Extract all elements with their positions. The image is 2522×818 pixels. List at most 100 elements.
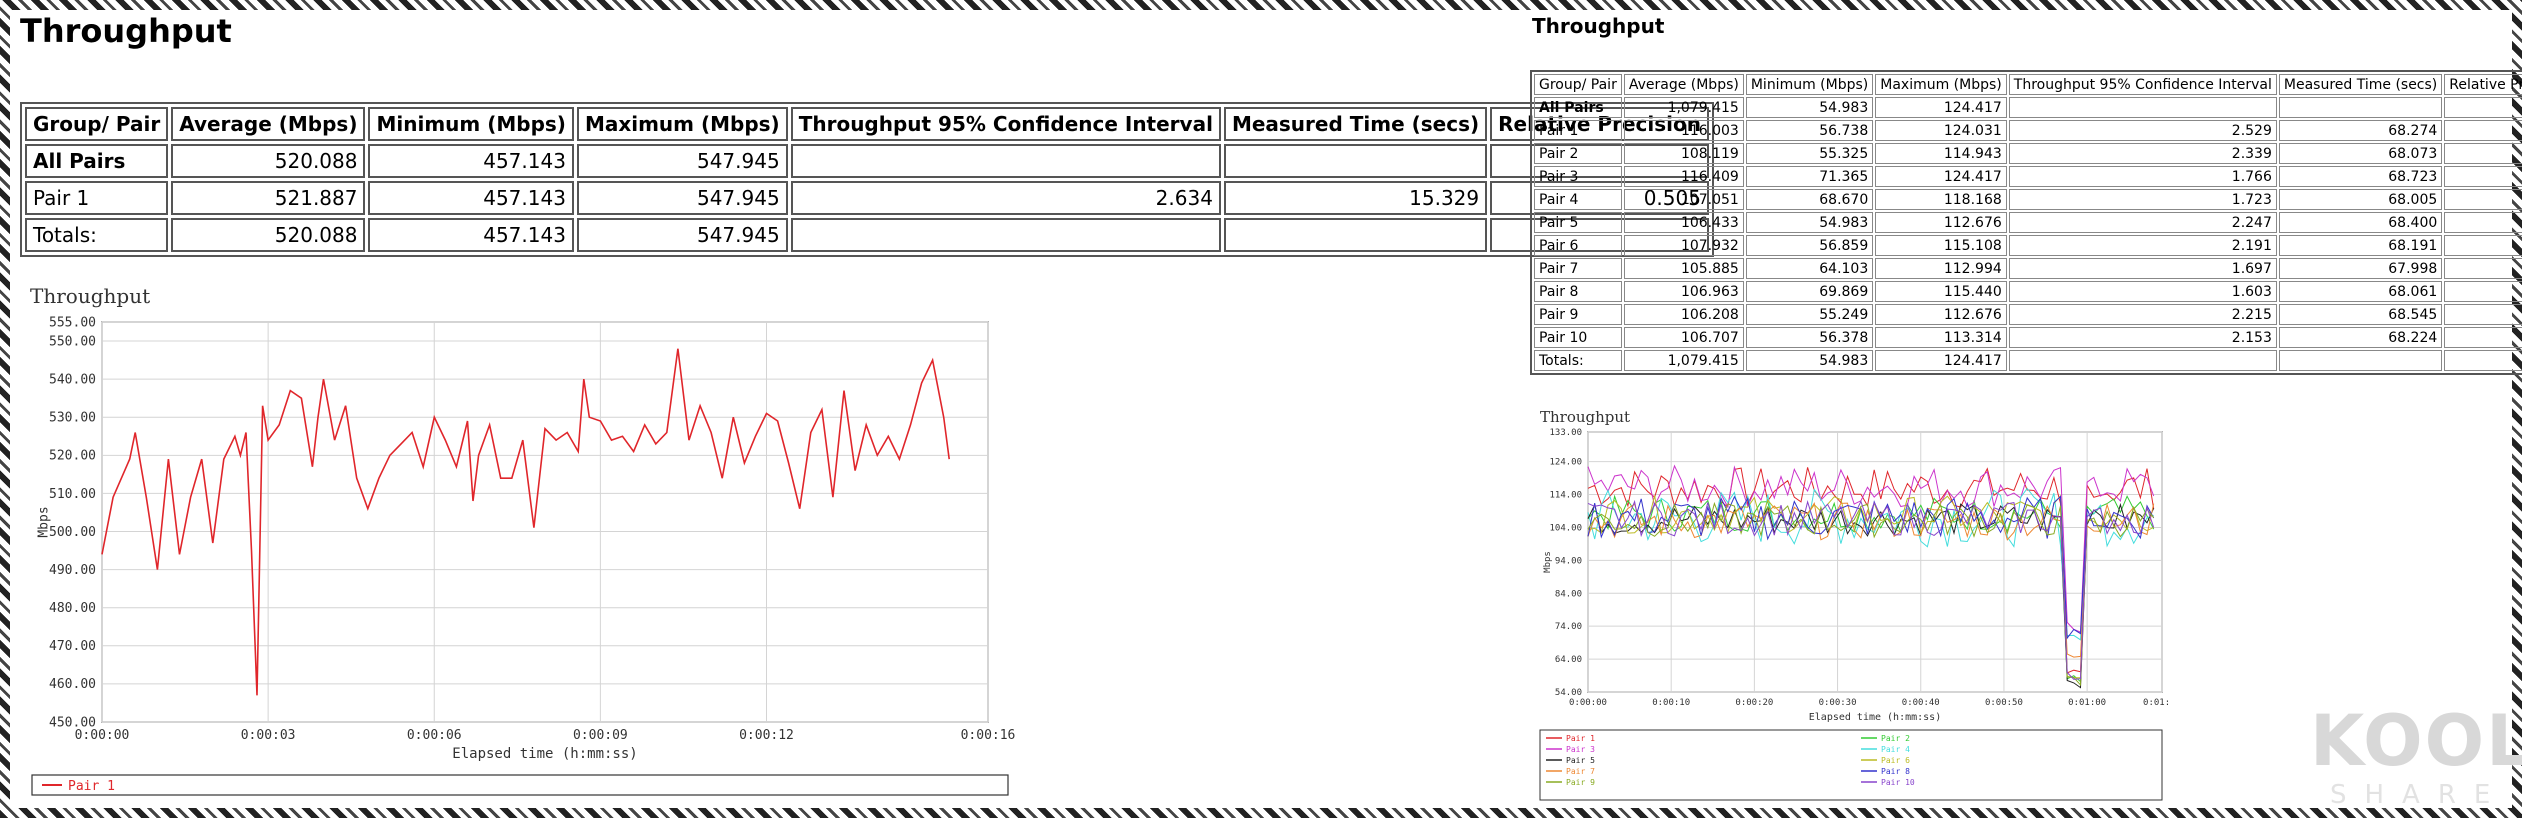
table-cell: 108.119	[1623, 143, 1744, 164]
row-label: Pair 1	[25, 181, 169, 215]
table-cell: 1.603	[2008, 281, 2277, 302]
table-cell: 71.365	[1745, 166, 1874, 187]
table-cell: 520.088	[171, 218, 366, 252]
table-cell: 2.529	[2008, 120, 2277, 141]
table-cell: 68.274	[2278, 120, 2443, 141]
column-header: Average (Mbps)	[1623, 74, 1744, 95]
table-cell: 68.224	[2278, 327, 2443, 348]
table-cell: 54.983	[1745, 97, 1874, 118]
table-cell: 54.983	[1745, 212, 1874, 233]
x-tick-label: 0:00:50	[1985, 698, 2023, 708]
table-cell: 55.249	[1745, 304, 1874, 325]
table-cell: 1.723	[2008, 189, 2277, 210]
legend-label: Pair 8	[1881, 767, 1910, 776]
y-tick-label: 500.00	[49, 525, 96, 540]
table-row: All Pairs 1,079.415 54.983 124.417	[1534, 97, 2522, 118]
column-header: Throughput 95% Confidence Interval	[2008, 74, 2277, 95]
y-tick-label: 540.00	[49, 372, 96, 387]
table-cell: 105.885	[1623, 258, 1744, 279]
row-label: Pair 6	[1534, 235, 1622, 256]
table-cell: 115.440	[1875, 281, 2007, 302]
table-cell: 15.329	[1223, 181, 1488, 215]
legend-label: Pair 1	[68, 779, 115, 794]
table-cell: 547.945	[576, 144, 788, 178]
x-tick-label: 0:01:09	[2143, 698, 2170, 708]
table-row: Pair 9106.20855.249112.6762.21568.5452.0…	[1534, 304, 2522, 325]
table-cell: 69.869	[1745, 281, 1874, 302]
table-cell: 68.670	[1745, 189, 1874, 210]
column-header: Group/ Pair	[1534, 74, 1622, 95]
table-cell	[2278, 350, 2443, 371]
x-tick-label: 0:01:00	[2068, 698, 2106, 708]
row-label: Pair 4	[1534, 189, 1622, 210]
y-tick-label: 550.00	[49, 334, 96, 349]
throughput-line-chart: 450.00 460.00 470.00 480.00 490.00 500.00 510.…	[31, 315, 1016, 796]
table-cell: 2.247	[2008, 212, 2277, 233]
column-header: Relative Precision	[2444, 74, 2522, 95]
row-label: Pair 7	[1534, 258, 1622, 279]
row-label: Pair 8	[1534, 281, 1622, 302]
table-cell: 1.610	[2444, 189, 2522, 210]
table-cell: 1,079.415	[1623, 350, 1744, 371]
y-tick-label: 510.00	[49, 487, 96, 502]
table-row: Pair 7105.88564.103112.9941.69767.9981.6…	[1534, 258, 2522, 279]
table-cell: 2.634	[790, 181, 1221, 215]
y-tick-label: 84.00	[1555, 589, 1582, 599]
table-cell: 521.887	[171, 181, 366, 215]
table-cell	[1223, 144, 1488, 178]
x-tick-label: 0:00:03	[241, 728, 296, 743]
column-header: Average (Mbps)	[171, 107, 366, 141]
table-cell: 2.191	[2008, 235, 2277, 256]
column-header: Maximum (Mbps)	[576, 107, 788, 141]
table-cell: 2.215	[2008, 304, 2277, 325]
table-cell: 68.005	[2278, 189, 2443, 210]
y-axis-label: Mbps	[1543, 551, 1553, 573]
table-cell: 112.676	[1875, 304, 2007, 325]
table-row: Totals: 520.088 457.143 547.945	[25, 218, 1709, 252]
pairs-line-chart: 54.00 64.00 74.00 84.00 94.00 104.00 114.00 124…	[1539, 428, 2170, 801]
x-tick-label: 0:00:06	[407, 728, 462, 743]
table-cell	[2444, 350, 2522, 371]
table-cell: 68.061	[2278, 281, 2443, 302]
row-label: Totals:	[25, 218, 169, 252]
series-line-pair-3	[1587, 464, 2155, 633]
table-cell	[2008, 97, 2277, 118]
x-axis-label: Elapsed time (h:mm:ss)	[452, 746, 637, 762]
table-row: Pair 3116.40971.365124.4171.76668.7231.5…	[1534, 166, 2522, 187]
y-tick-label: 124.00	[1549, 458, 1582, 468]
table-cell: 2.339	[2008, 143, 2277, 164]
pairs-throughput-table: Group/ Pair Average (Mbps) Minimum (Mbps) M…	[1530, 70, 2522, 375]
table-cell: 2.180	[2444, 120, 2522, 141]
table-cell: 1.602	[2444, 258, 2522, 279]
table-row: All Pairs 520.088 457.143 547.945	[25, 144, 1709, 178]
table-cell: 54.983	[1745, 350, 1874, 371]
y-tick-label: 450.00	[49, 715, 96, 730]
y-tick-label: 104.00	[1549, 523, 1582, 533]
row-label: Pair 2	[1534, 143, 1622, 164]
table-cell: 106.208	[1623, 304, 1744, 325]
y-tick-label: 555.00	[49, 315, 96, 330]
table-row: Pair 8106.96369.869115.4401.60368.0611.4…	[1534, 281, 2522, 302]
x-tick-label: 0:00:20	[1735, 698, 1773, 708]
legend-label: Pair 10	[1881, 778, 1915, 787]
table-cell: 112.994	[1875, 258, 2007, 279]
y-tick-label: 530.00	[49, 411, 96, 426]
table-row: Pair 6107.93256.859115.1082.19168.1912.0…	[1534, 235, 2522, 256]
table-cell: 68.723	[2278, 166, 2443, 187]
legend-box	[31, 774, 1009, 796]
row-label: Totals:	[1534, 350, 1622, 371]
table-cell: 547.945	[576, 181, 788, 215]
x-tick-label: 0:00:16	[961, 728, 1016, 743]
column-header: Minimum (Mbps)	[368, 107, 574, 141]
row-label: Pair 5	[1534, 212, 1622, 233]
table-cell: 68.073	[2278, 143, 2443, 164]
legend-label: Pair 3	[1566, 745, 1595, 754]
plot-area	[101, 321, 989, 723]
y-tick-label: 133.00	[1549, 428, 1582, 438]
table-cell	[790, 144, 1221, 178]
legend-label: Pair 6	[1881, 756, 1910, 765]
table-cell: 106.963	[1623, 281, 1744, 302]
legend-label: Pair 9	[1566, 778, 1595, 787]
table-cell	[1223, 218, 1488, 252]
y-tick-label: 520.00	[49, 449, 96, 464]
